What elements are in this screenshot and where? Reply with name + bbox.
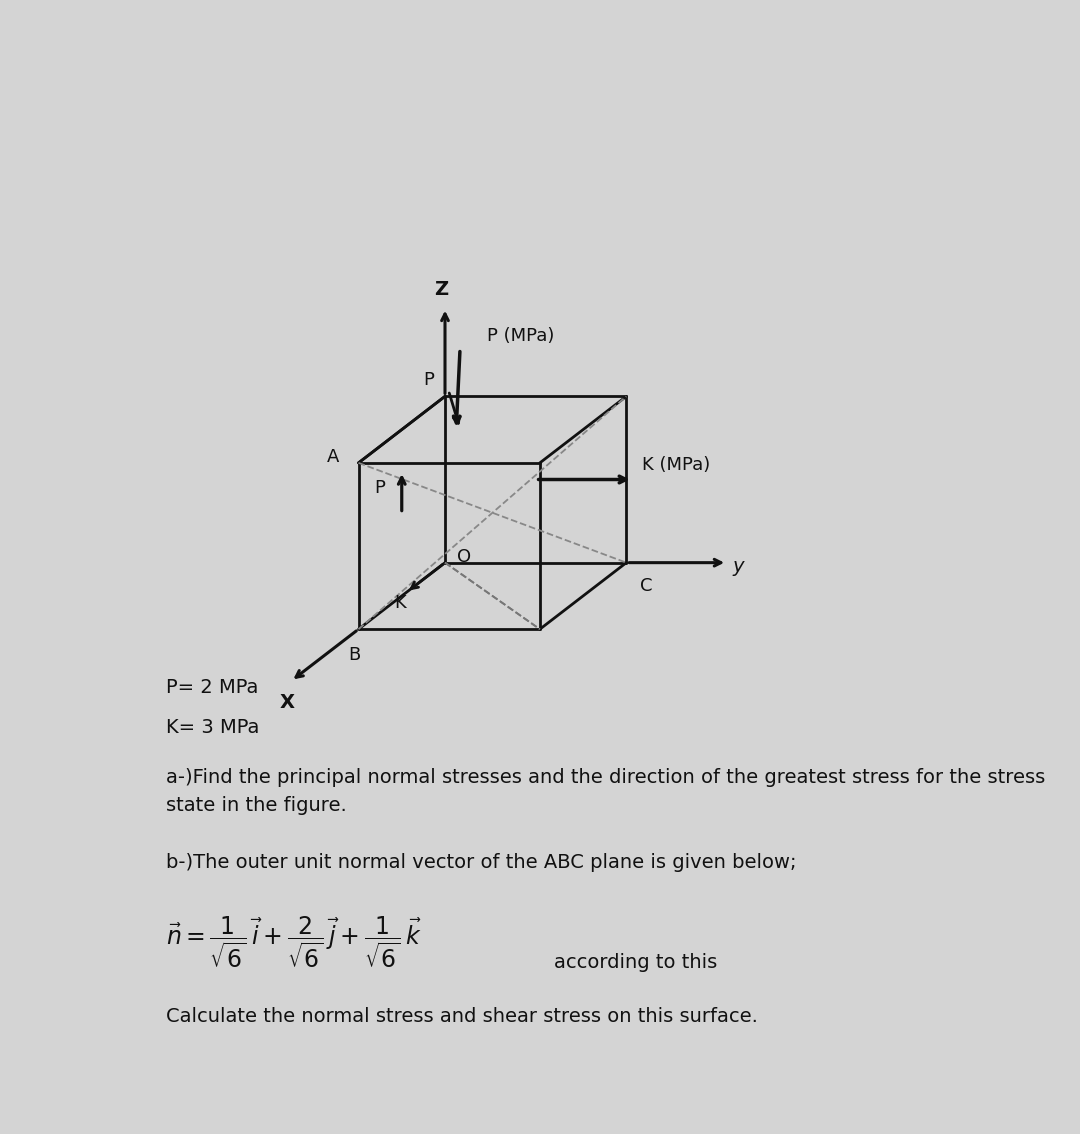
- Text: X: X: [280, 693, 295, 712]
- Text: b-)The outer unit normal vector of the ABC plane is given below;: b-)The outer unit normal vector of the A…: [166, 853, 797, 872]
- Text: C: C: [640, 576, 652, 594]
- Text: according to this: according to this: [554, 953, 717, 972]
- Text: a-)Find the principal normal stresses and the direction of the greatest stress f: a-)Find the principal normal stresses an…: [166, 768, 1045, 815]
- Text: P: P: [374, 479, 384, 497]
- Text: K: K: [394, 593, 406, 611]
- Text: O: O: [457, 548, 471, 566]
- Text: y: y: [732, 557, 744, 576]
- Text: B: B: [349, 646, 361, 665]
- Text: P (MPa): P (MPa): [487, 327, 554, 345]
- Text: Z: Z: [434, 280, 448, 298]
- Text: K= 3 MPa: K= 3 MPa: [166, 718, 259, 737]
- Text: Calculate the normal stress and shear stress on this surface.: Calculate the normal stress and shear st…: [166, 1007, 758, 1026]
- Text: P: P: [423, 371, 434, 389]
- Text: $\vec{n} = \dfrac{1}{\sqrt{6}}\,\vec{i} + \dfrac{2}{\sqrt{6}}\,\vec{j} + \dfrac{: $\vec{n} = \dfrac{1}{\sqrt{6}}\,\vec{i} …: [166, 914, 422, 971]
- Text: A: A: [327, 448, 339, 466]
- Text: K (MPa): K (MPa): [642, 456, 711, 474]
- Text: P= 2 MPa: P= 2 MPa: [166, 678, 258, 697]
